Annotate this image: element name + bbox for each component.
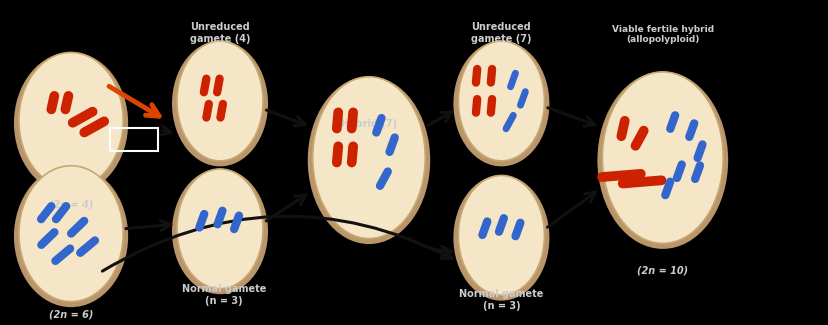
Ellipse shape [176,41,262,161]
Text: (2n = 6): (2n = 6) [49,310,93,319]
Ellipse shape [14,165,128,307]
Text: Hybrid (7): Hybrid (7) [340,119,397,129]
Ellipse shape [307,76,430,244]
Text: Normal gamete
(n = 3): Normal gamete (n = 3) [459,289,543,311]
Ellipse shape [597,72,727,249]
Ellipse shape [171,41,267,166]
Text: Unreduced
gamete (7): Unreduced gamete (7) [470,22,531,44]
Text: Normal gamete
(n = 3): Normal gamete (n = 3) [181,284,266,306]
Text: Viable fertile hybrid
(allopolyploid): Viable fertile hybrid (allopolyploid) [611,25,713,45]
Ellipse shape [19,166,123,302]
Ellipse shape [14,52,128,194]
Ellipse shape [453,175,549,301]
Ellipse shape [602,72,722,243]
Ellipse shape [176,169,262,289]
Ellipse shape [19,52,123,188]
Text: (2n = 4): (2n = 4) [49,200,93,210]
Ellipse shape [171,169,267,294]
Ellipse shape [458,176,544,295]
Text: (2n = 10): (2n = 10) [637,266,687,276]
Bar [110,128,158,151]
Text: Unreduced
gamete (4): Unreduced gamete (4) [190,22,250,44]
Ellipse shape [458,41,544,161]
Ellipse shape [312,77,425,239]
Ellipse shape [453,41,549,166]
